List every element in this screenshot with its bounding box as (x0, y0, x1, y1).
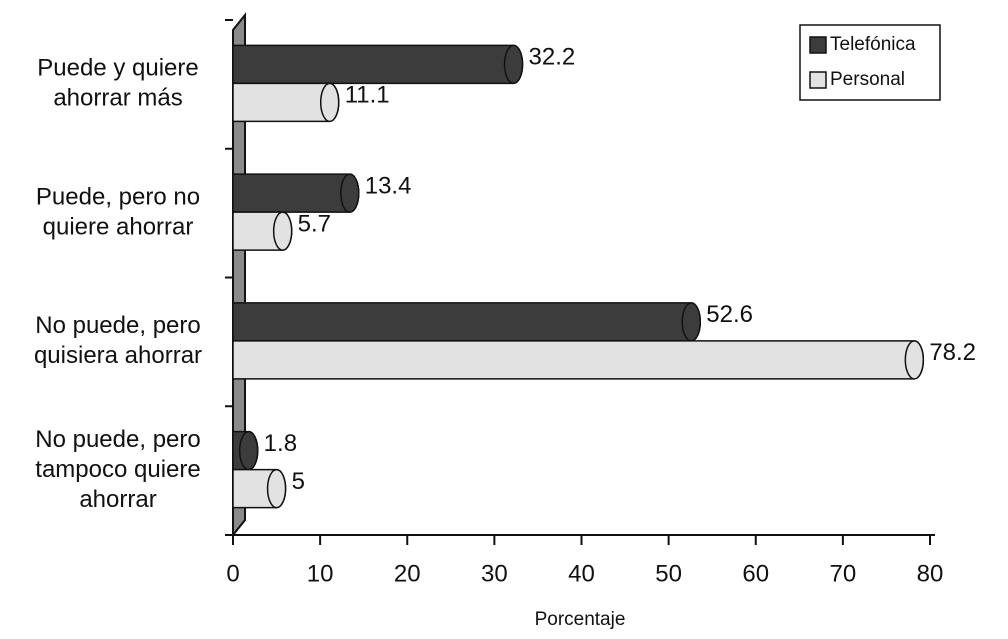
bar (232, 173, 360, 213)
legend-swatch (809, 36, 827, 54)
y-tick-label: No puede, pero (35, 312, 200, 339)
value-label: 11.1 (345, 82, 390, 109)
y-tick-label: Puede y quiere (37, 55, 198, 82)
x-tick-label: 80 (917, 560, 944, 587)
y-tick-label: No puede, pero (35, 426, 200, 453)
y-tick-label: quisiera ahorrar (34, 342, 202, 369)
value-label: 5.7 (298, 210, 331, 237)
value-label: 1.8 (264, 430, 297, 457)
bar-cap (339, 173, 360, 213)
bar-cap (904, 340, 925, 380)
x-tick-label: 70 (830, 560, 857, 587)
y-tick-label: tampoco quiere (35, 456, 200, 483)
bar (232, 340, 925, 380)
y-tick-label: quiere ahorrar (43, 213, 194, 240)
x-tick-label: 20 (394, 560, 421, 587)
x-tick-label: 10 (307, 560, 334, 587)
bar (232, 302, 701, 342)
bar-cap (681, 302, 702, 342)
bar-cap (266, 468, 287, 509)
value-label: 13.4 (365, 172, 412, 199)
y-tick-label: ahorrar (79, 486, 156, 513)
value-label: 52.6 (706, 301, 753, 328)
x-axis-label: Porcentaje (535, 609, 626, 630)
legend-swatch (809, 71, 827, 89)
x-tick-label: 30 (481, 560, 508, 587)
legend-label: Personal (830, 69, 905, 90)
x-tick-label: 60 (742, 560, 769, 587)
y-tick-label: Puede, pero no (36, 183, 200, 210)
bar-cap (319, 82, 340, 123)
y-tick-label: ahorrar más (53, 85, 182, 112)
value-label: 78.2 (929, 339, 976, 366)
x-tick-label: 0 (226, 560, 239, 587)
legend-label: Telefónica (830, 34, 916, 55)
value-label: 5 (292, 468, 305, 495)
value-label: 32.2 (529, 44, 576, 71)
x-tick-label: 40 (568, 560, 595, 587)
bar-cap (238, 430, 259, 471)
bar (232, 44, 524, 85)
bar-cap (272, 211, 293, 251)
bar-cap (503, 44, 524, 85)
x-tick-label: 50 (655, 560, 682, 587)
